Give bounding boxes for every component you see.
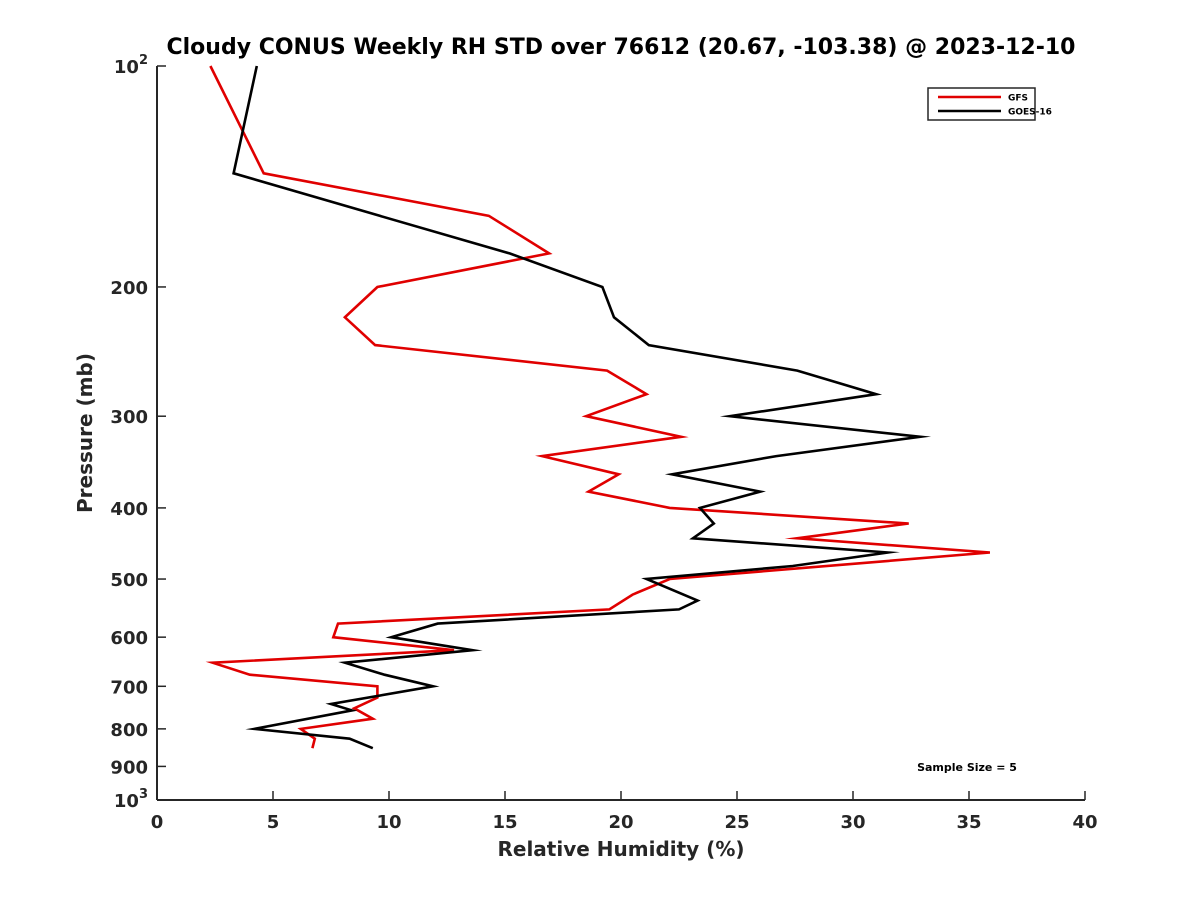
y-tick-label: 900 bbox=[110, 757, 148, 778]
x-axis-label: Relative Humidity (%) bbox=[497, 837, 744, 861]
x-tick-label: 0 bbox=[151, 812, 164, 833]
legend-label-goes-16: GOES-16 bbox=[1008, 108, 1052, 118]
x-tick-label: 25 bbox=[724, 812, 749, 833]
legend-label-gfs: GFS bbox=[1008, 94, 1028, 104]
x-tick-label: 30 bbox=[840, 812, 865, 833]
x-tick-label: 35 bbox=[956, 812, 981, 833]
axes: 0 5 10 15 20 25 30 35 40 102 200 300 400 500 600 700 800… bbox=[110, 53, 1097, 833]
y-tick-label: 500 bbox=[110, 570, 148, 591]
series-line-goes-16 bbox=[232, 65, 932, 750]
x-tick-label: 15 bbox=[492, 812, 517, 833]
chart-title: Cloudy CONUS Weekly RH STD over 76612 (2… bbox=[167, 35, 1076, 60]
y-tick-label: 800 bbox=[110, 720, 148, 741]
legend-box bbox=[927, 87, 1036, 121]
y-tick-label: 103 bbox=[114, 787, 148, 812]
y-tick-label: 300 bbox=[110, 407, 148, 428]
x-tick-label: 20 bbox=[608, 812, 633, 833]
sample-size-annotation: Sample Size = 5 bbox=[917, 761, 1017, 774]
x-tick-label: 10 bbox=[376, 812, 401, 833]
y-axis-label: Pressure (mb) bbox=[73, 353, 97, 513]
x-tick-label: 40 bbox=[1072, 812, 1097, 833]
x-tick-label: 5 bbox=[267, 812, 280, 833]
legend: GFS GOES-16 bbox=[927, 87, 1052, 121]
y-tick-label: 600 bbox=[110, 628, 148, 649]
y-tick-label: 700 bbox=[110, 677, 148, 698]
y-tick-label: 102 bbox=[114, 53, 148, 78]
y-tick-label: 200 bbox=[110, 278, 148, 299]
series-line-gfs bbox=[205, 65, 991, 749]
y-tick-label: 400 bbox=[110, 499, 148, 520]
series-lines bbox=[205, 65, 991, 750]
